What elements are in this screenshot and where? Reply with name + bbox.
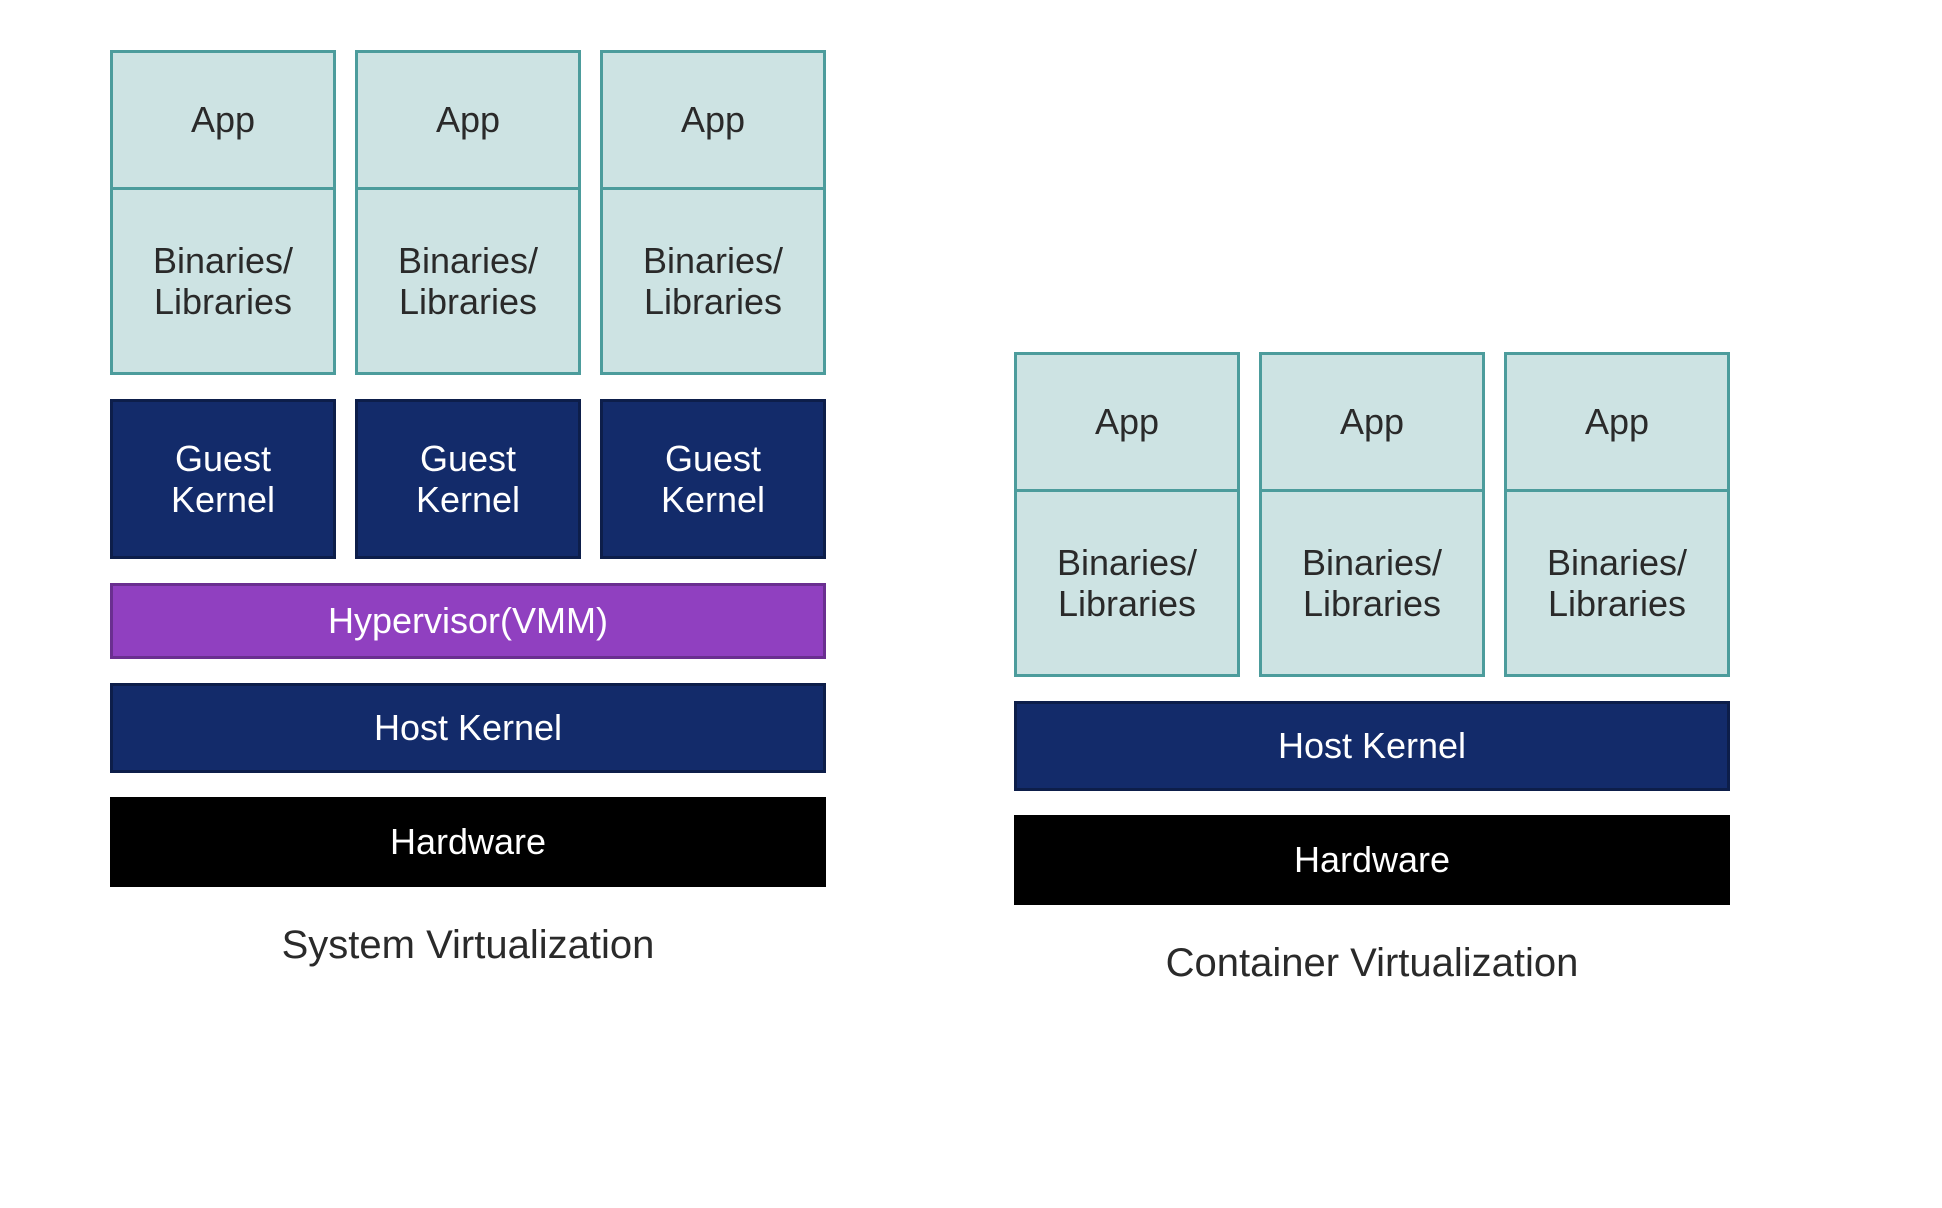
- vm-column: App Binaries/ Libraries: [110, 50, 336, 375]
- guest-kernel-label: Guest Kernel: [171, 438, 275, 521]
- host-kernel-box: Host Kernel: [1014, 701, 1730, 791]
- vm-column: App Binaries/ Libraries: [600, 50, 826, 375]
- hardware-box: Hardware: [110, 797, 826, 887]
- bins-box: Binaries/ Libraries: [110, 190, 336, 375]
- app-box: App: [600, 50, 826, 190]
- app-label: App: [681, 99, 745, 140]
- guest-kernels-row: Guest Kernel Guest Kernel Guest Kernel: [110, 399, 826, 559]
- app-label: App: [1340, 401, 1404, 442]
- app-box: App: [1259, 352, 1485, 492]
- bins-box: Binaries/ Libraries: [1259, 492, 1485, 677]
- system-virtualization-caption: System Virtualization: [110, 923, 826, 968]
- app-label: App: [191, 99, 255, 140]
- guest-kernel-box: Guest Kernel: [355, 399, 581, 559]
- app-box: App: [355, 50, 581, 190]
- hardware-box: Hardware: [1014, 815, 1730, 905]
- container-columns-row: App Binaries/ Libraries App Binaries/ Li…: [1014, 352, 1730, 677]
- bins-label: Binaries/ Libraries: [1547, 542, 1687, 625]
- container-virtualization-stack: App Binaries/ Libraries App Binaries/ Li…: [1014, 352, 1730, 986]
- hardware-label: Hardware: [1294, 839, 1450, 880]
- bins-label: Binaries/ Libraries: [1057, 542, 1197, 625]
- app-box: App: [1504, 352, 1730, 492]
- system-virtualization-stack: App Binaries/ Libraries App Binaries/ Li…: [110, 50, 826, 968]
- container-column: App Binaries/ Libraries: [1259, 352, 1485, 677]
- caption-text: Container Virtualization: [1166, 941, 1579, 985]
- guest-kernel-label: Guest Kernel: [416, 438, 520, 521]
- hypervisor-label: Hypervisor(VMM): [328, 600, 608, 641]
- bins-label: Binaries/ Libraries: [643, 240, 783, 323]
- app-box: App: [1014, 352, 1240, 492]
- bins-label: Binaries/ Libraries: [1302, 542, 1442, 625]
- bins-label: Binaries/ Libraries: [398, 240, 538, 323]
- guest-kernel-box: Guest Kernel: [110, 399, 336, 559]
- diagram-canvas: App Binaries/ Libraries App Binaries/ Li…: [0, 0, 1942, 1208]
- app-label: App: [1095, 401, 1159, 442]
- hypervisor-box: Hypervisor(VMM): [110, 583, 826, 659]
- app-label: App: [436, 99, 500, 140]
- app-label: App: [1585, 401, 1649, 442]
- bins-label: Binaries/ Libraries: [153, 240, 293, 323]
- bins-box: Binaries/ Libraries: [1014, 492, 1240, 677]
- guest-kernel-box: Guest Kernel: [600, 399, 826, 559]
- container-column: App Binaries/ Libraries: [1504, 352, 1730, 677]
- guest-kernel-label: Guest Kernel: [661, 438, 765, 521]
- host-kernel-box: Host Kernel: [110, 683, 826, 773]
- app-box: App: [110, 50, 336, 190]
- container-virtualization-caption: Container Virtualization: [1014, 941, 1730, 986]
- bins-box: Binaries/ Libraries: [600, 190, 826, 375]
- caption-text: System Virtualization: [282, 923, 655, 967]
- host-kernel-label: Host Kernel: [1278, 725, 1466, 766]
- container-column: App Binaries/ Libraries: [1014, 352, 1240, 677]
- host-kernel-label: Host Kernel: [374, 707, 562, 748]
- vm-column: App Binaries/ Libraries: [355, 50, 581, 375]
- vm-columns-row: App Binaries/ Libraries App Binaries/ Li…: [110, 50, 826, 375]
- bins-box: Binaries/ Libraries: [1504, 492, 1730, 677]
- hardware-label: Hardware: [390, 821, 546, 862]
- bins-box: Binaries/ Libraries: [355, 190, 581, 375]
